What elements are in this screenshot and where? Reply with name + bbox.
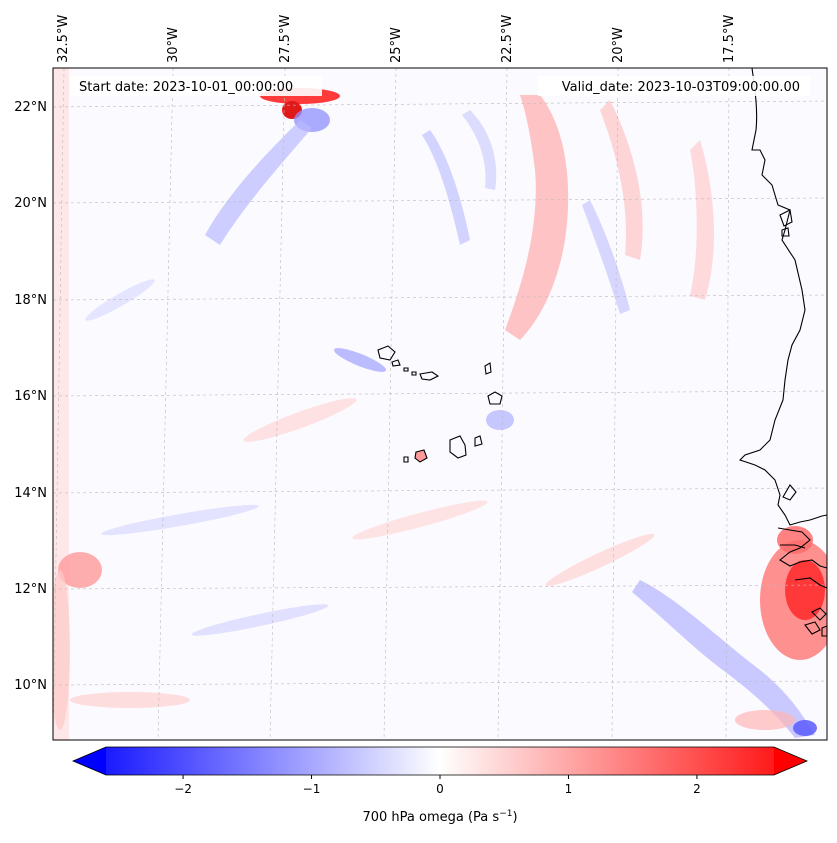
ilheu-island xyxy=(411,371,417,376)
map-frame xyxy=(52,67,828,741)
colorbar-tick-label: 1 xyxy=(565,782,573,796)
colorbar-tick-label: −1 xyxy=(303,782,321,796)
south-updraft-streak xyxy=(352,500,488,540)
lon-label: 32.5°W xyxy=(56,15,71,63)
gridline-lon xyxy=(53,68,65,740)
gridline-lon xyxy=(157,68,174,740)
coastal-updraft-core xyxy=(785,560,825,620)
colorbar: −2 −1 0 1 2 700 hPa omega (Pa s−1) xyxy=(71,746,809,825)
lon-label: 25°W xyxy=(389,27,404,63)
lon-label: 22.5°W xyxy=(500,15,515,63)
longitude-labels: 32.5°W 30°W 27.5°W 25°W 22.5°W 20°W 17.5… xyxy=(56,15,737,63)
west-downdraft-streak xyxy=(85,279,155,321)
gridline-lon xyxy=(383,68,397,740)
west-edge-band-lower xyxy=(53,570,70,730)
colorbar-outline xyxy=(71,746,809,776)
graticule xyxy=(53,68,827,740)
lon-label: 17.5°W xyxy=(722,15,737,63)
bijagos-island xyxy=(804,621,821,635)
south-downdraft-streak xyxy=(191,604,329,636)
diagonal-band xyxy=(205,120,312,245)
start-date-label: Start date: 2023-10-01_00:00:00 xyxy=(79,80,293,95)
south-coast-updraft xyxy=(735,710,795,730)
coast-estuary xyxy=(780,544,806,549)
colorbar-gradient xyxy=(106,747,774,775)
gridline-lon xyxy=(269,68,286,740)
sao-nicolau-island xyxy=(419,371,440,381)
lat-label: 14°N xyxy=(14,486,47,501)
colorbar-extend-low xyxy=(73,747,106,775)
island-lee-downdraft-2 xyxy=(486,410,514,430)
west-updraft-area xyxy=(58,552,102,588)
lat-label: 18°N xyxy=(14,293,47,308)
southeast-downdraft-core xyxy=(793,720,817,736)
downdraft-streak-1 xyxy=(422,130,470,245)
valid-date-box xyxy=(538,76,810,96)
maio-island xyxy=(474,435,483,447)
downdraft-streak-2 xyxy=(582,200,630,314)
colorbar-ticks: −2 −1 0 1 2 xyxy=(174,775,701,796)
brava-island xyxy=(403,456,409,463)
bijagos-island xyxy=(811,607,827,621)
santo-antao-island xyxy=(377,345,396,361)
northeast-updraft-band xyxy=(505,95,569,340)
boa-vista-island xyxy=(487,391,503,405)
colorbar-tick-label: −2 xyxy=(174,782,192,796)
south-west-updraft xyxy=(70,692,190,708)
latitude-labels: 22°N 20°N 18°N 16°N 14°N 12°N 10°N xyxy=(14,100,47,693)
lat-label: 12°N xyxy=(14,582,47,597)
northeast-updraft-band-2 xyxy=(600,100,643,260)
gridline-lon xyxy=(497,68,508,740)
west-africa-coastline xyxy=(738,67,828,526)
lat-label: 20°N xyxy=(14,196,47,211)
lon-label: 30°W xyxy=(166,27,181,63)
fogo-island xyxy=(414,449,428,463)
colorbar-extend-high xyxy=(774,747,807,775)
gridline-lon xyxy=(611,68,619,740)
colorbar-tick-label: 2 xyxy=(693,782,701,796)
southwest-downdraft-streak xyxy=(101,504,259,536)
coastlines xyxy=(377,67,828,637)
start-date-box xyxy=(70,76,322,96)
guinea-bissau-coastline xyxy=(794,577,828,589)
lat-label: 10°N xyxy=(14,678,47,693)
downdraft-streak-3 xyxy=(462,110,497,190)
omega-field xyxy=(53,68,827,740)
coast-detail xyxy=(782,484,797,501)
coastal-updraft-cell xyxy=(777,526,813,554)
colorbar-label: 700 hPa omega (Pa s−1) xyxy=(362,809,517,825)
southeast-downdraft-swath xyxy=(632,580,815,738)
island-lee-downdraft xyxy=(333,348,387,372)
northeast-updraft-band-3 xyxy=(690,140,715,300)
lat-label: 16°N xyxy=(14,389,47,404)
santa-luzia-island xyxy=(403,367,409,372)
lon-label: 20°W xyxy=(611,27,626,63)
coast-island xyxy=(779,209,793,227)
lat-label: 22°N xyxy=(14,100,47,115)
valid-date-label: Valid_date: 2023-10-03T09:00:00.00 xyxy=(562,80,800,95)
colorbar-tick-label: 0 xyxy=(436,782,444,796)
coast-island xyxy=(781,227,790,237)
gambia-coastline xyxy=(777,527,828,569)
mid-updraft-streak xyxy=(243,398,357,442)
gridline-lon xyxy=(725,68,730,740)
south-updraft-streak-2 xyxy=(545,533,655,587)
sao-vicente-island xyxy=(391,359,401,367)
santiago-island xyxy=(449,435,467,459)
sal-island xyxy=(484,362,492,375)
lon-label: 27.5°W xyxy=(278,15,293,63)
